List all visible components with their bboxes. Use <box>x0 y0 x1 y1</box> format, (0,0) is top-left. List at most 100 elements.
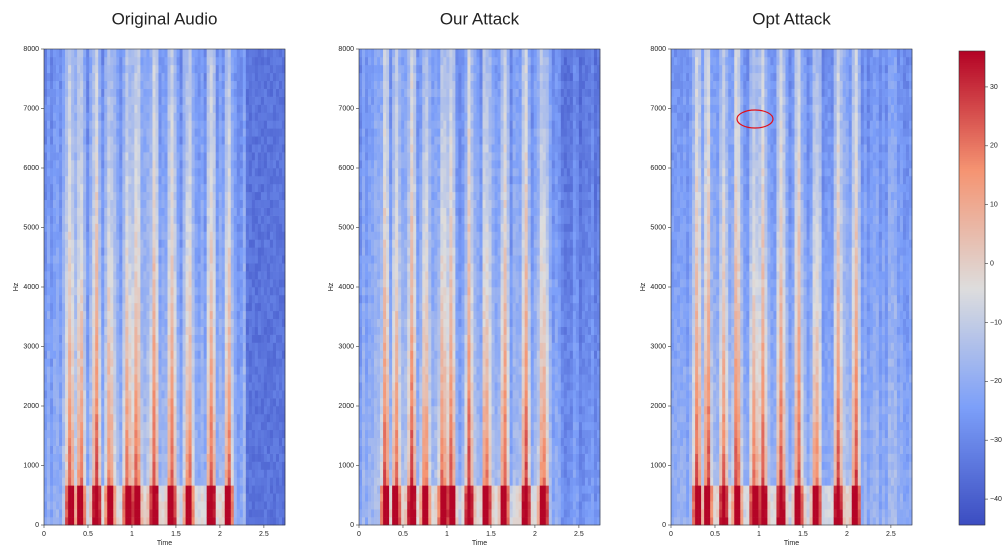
spectrogram-cell <box>95 501 98 509</box>
spectrogram-cell <box>255 295 258 303</box>
spectrogram-cell <box>219 208 222 216</box>
spectrogram-cell <box>56 168 59 176</box>
spectrogram-cell <box>98 216 101 224</box>
spectrogram-cell <box>143 398 146 406</box>
spectrogram-cell <box>177 390 180 398</box>
spectrogram-cell <box>261 49 264 57</box>
spectrogram-cell <box>216 136 219 144</box>
spectrogram-cell <box>71 176 74 184</box>
spectrogram-cell <box>186 279 189 287</box>
spectrogram-cell <box>201 144 204 152</box>
spectrogram-cell <box>222 366 225 374</box>
spectrogram-cell <box>134 200 137 208</box>
spectrogram-cell <box>158 49 161 57</box>
spectrogram-cell <box>44 327 47 335</box>
spectrogram-cell <box>143 414 146 422</box>
spectrogram-cell <box>104 430 107 438</box>
spectrogram-cell <box>137 343 140 351</box>
spectrogram-cell <box>267 216 270 224</box>
spectrogram-cell <box>113 446 116 454</box>
spectrogram-cell <box>204 311 207 319</box>
spectrogram-cell <box>222 184 225 192</box>
spectrogram-cell <box>362 176 365 184</box>
spectrogram-cell <box>116 501 119 509</box>
spectrogram-cell <box>140 469 143 477</box>
spectrogram-cell <box>234 105 237 113</box>
spectrogram-cell <box>62 224 65 232</box>
spectrogram-cell <box>122 224 125 232</box>
spectrogram-cell <box>261 128 264 136</box>
spectrogram-cell <box>59 224 62 232</box>
spectrogram-cell <box>279 192 282 200</box>
spectrogram-cell <box>44 144 47 152</box>
spectrogram-cell <box>234 327 237 335</box>
spectrogram-cell <box>195 382 198 390</box>
spectrogram-cell <box>107 49 110 57</box>
spectrogram-cell <box>62 398 65 406</box>
spectrogram-cell <box>110 509 113 517</box>
spectrogram-cell <box>276 406 279 414</box>
spectrogram-cell <box>155 128 158 136</box>
spectrogram-cell <box>186 414 189 422</box>
spectrogram-cell <box>231 208 234 216</box>
spectrogram-cell <box>362 350 365 358</box>
spectrogram-cell <box>222 327 225 335</box>
spectrogram-cell <box>83 176 86 184</box>
spectrogram-cell <box>119 89 122 97</box>
spectrogram-cell <box>174 168 177 176</box>
spectrogram-cell <box>359 160 362 168</box>
spectrogram-cell <box>279 160 282 168</box>
spectrogram-cell <box>180 287 183 295</box>
spectrogram-cell <box>273 477 276 485</box>
spectrogram-cell <box>74 358 77 366</box>
spectrogram-cell <box>116 81 119 89</box>
spectrogram-cell <box>50 73 53 81</box>
spectrogram-cell <box>95 255 98 263</box>
spectrogram-cell <box>50 231 53 239</box>
spectrogram-cell <box>131 184 134 192</box>
spectrogram-cell <box>261 287 264 295</box>
spectrogram-cell <box>107 184 110 192</box>
spectrogram-cell <box>195 493 198 501</box>
spectrogram-cell <box>192 422 195 430</box>
spectrogram-cell <box>261 454 264 462</box>
spectrogram-cell <box>71 295 74 303</box>
spectrogram-cell <box>192 446 195 454</box>
spectrogram-cell <box>47 462 50 470</box>
spectrogram-cell <box>68 350 71 358</box>
spectrogram-cell <box>158 517 161 525</box>
spectrogram-cell <box>143 184 146 192</box>
spectrogram-cell <box>183 208 186 216</box>
spectrogram-cell <box>261 176 264 184</box>
spectrogram-cell <box>50 263 53 271</box>
spectrogram-cell <box>161 184 164 192</box>
spectrogram-cell <box>279 200 282 208</box>
spectrogram-cell <box>62 493 65 501</box>
spectrogram-cell <box>174 430 177 438</box>
spectrogram-cell <box>134 311 137 319</box>
spectrogram-cell <box>53 112 56 120</box>
spectrogram-cell <box>59 255 62 263</box>
spectrogram-cell <box>143 247 146 255</box>
spectrogram-cell <box>240 224 243 232</box>
spectrogram-cell <box>86 477 89 485</box>
spectrogram-cell <box>149 430 152 438</box>
spectrogram-cell <box>146 65 149 73</box>
spectrogram-cell <box>365 493 368 501</box>
spectrogram-cell <box>240 454 243 462</box>
spectrogram-cell <box>186 438 189 446</box>
spectrogram-cell <box>362 374 365 382</box>
spectrogram-cell <box>249 271 252 279</box>
spectrogram-cell <box>140 295 143 303</box>
spectrogram-cell <box>276 49 279 57</box>
spectrogram-cell <box>255 97 258 105</box>
spectrogram-cell <box>74 255 77 263</box>
spectrogram-cell <box>165 517 168 525</box>
spectrogram-cell <box>149 382 152 390</box>
spectrogram-cell <box>44 239 47 247</box>
spectrogram-cell <box>113 112 116 120</box>
spectrogram-cell <box>252 493 255 501</box>
spectrogram-cell <box>101 335 104 343</box>
spectrogram-cell <box>74 469 77 477</box>
spectrogram-cell <box>98 390 101 398</box>
